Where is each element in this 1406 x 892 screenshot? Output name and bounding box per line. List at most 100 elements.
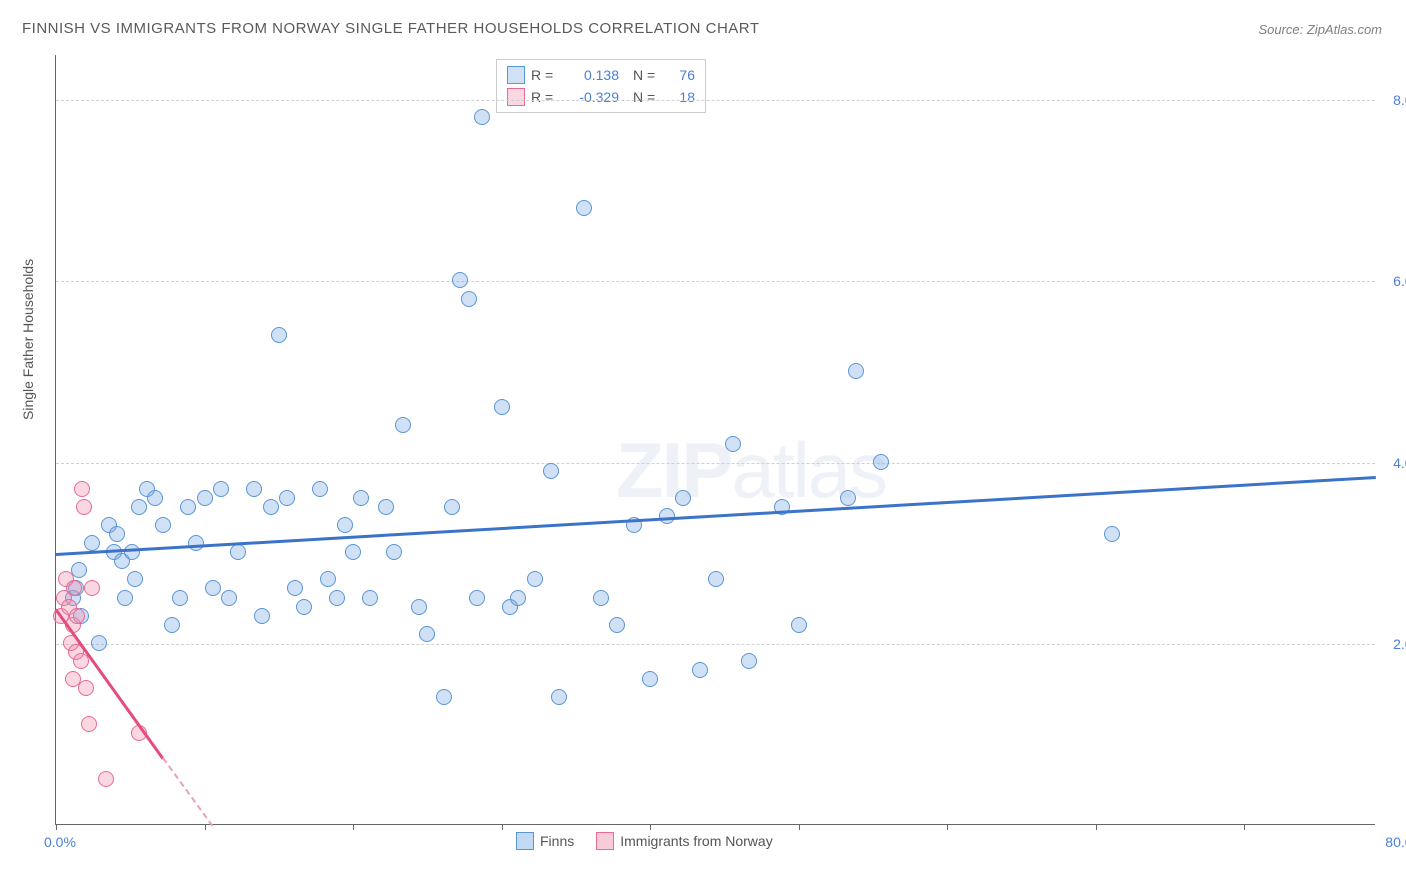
data-point xyxy=(180,499,196,515)
data-point xyxy=(172,590,188,606)
data-point xyxy=(527,571,543,587)
gridline xyxy=(56,463,1375,464)
data-point xyxy=(378,499,394,515)
correlation-legend: R =0.138N =76R =-0.329N =18 xyxy=(496,59,706,113)
data-point xyxy=(246,481,262,497)
data-point xyxy=(741,653,757,669)
legend-swatch xyxy=(507,66,525,84)
data-point xyxy=(362,590,378,606)
data-point xyxy=(91,635,107,651)
data-point xyxy=(494,399,510,415)
x-tick xyxy=(1096,824,1097,830)
data-point xyxy=(395,417,411,433)
y-tick-label: 8.0% xyxy=(1393,92,1406,108)
legend-series-label: Immigrants from Norway xyxy=(620,833,772,849)
data-point xyxy=(436,689,452,705)
data-point xyxy=(452,272,468,288)
data-point xyxy=(254,608,270,624)
data-point xyxy=(576,200,592,216)
n-label: N = xyxy=(633,64,661,86)
data-point xyxy=(205,580,221,596)
data-point xyxy=(543,463,559,479)
data-point xyxy=(271,327,287,343)
data-point xyxy=(117,590,133,606)
source-attribution: Source: ZipAtlas.com xyxy=(1258,22,1382,37)
data-point xyxy=(474,109,490,125)
x-axis-max-label: 80.0% xyxy=(1385,834,1406,850)
data-point xyxy=(725,436,741,452)
trend-line xyxy=(162,757,213,826)
data-point xyxy=(873,454,889,470)
data-point xyxy=(84,580,100,596)
data-point xyxy=(76,499,92,515)
x-tick xyxy=(56,824,57,830)
data-point xyxy=(337,517,353,533)
data-point xyxy=(296,599,312,615)
data-point xyxy=(659,508,675,524)
data-point xyxy=(461,291,477,307)
data-point xyxy=(312,481,328,497)
watermark-light: atlas xyxy=(731,426,886,514)
data-point xyxy=(411,599,427,615)
x-tick xyxy=(502,824,503,830)
x-tick xyxy=(353,824,354,830)
data-point xyxy=(419,626,435,642)
y-tick-label: 6.0% xyxy=(1393,273,1406,289)
data-point xyxy=(127,571,143,587)
legend-series-item: Immigrants from Norway xyxy=(596,832,772,850)
data-point xyxy=(345,544,361,560)
data-point xyxy=(320,571,336,587)
r-label: R = xyxy=(531,86,559,108)
data-point xyxy=(692,662,708,678)
data-point xyxy=(848,363,864,379)
x-tick xyxy=(947,824,948,830)
data-point xyxy=(444,499,460,515)
y-tick-label: 2.0% xyxy=(1393,636,1406,652)
data-point xyxy=(642,671,658,687)
data-point xyxy=(164,617,180,633)
r-value: 0.138 xyxy=(565,64,619,86)
data-point xyxy=(213,481,229,497)
data-point xyxy=(147,490,163,506)
data-point xyxy=(66,580,82,596)
data-point xyxy=(230,544,246,560)
r-value: -0.329 xyxy=(565,86,619,108)
x-tick xyxy=(650,824,651,830)
legend-swatch xyxy=(596,832,614,850)
data-point xyxy=(510,590,526,606)
chart-title: FINNISH VS IMMIGRANTS FROM NORWAY SINGLE… xyxy=(22,20,760,37)
data-point xyxy=(329,590,345,606)
y-axis-title: Single Father Households xyxy=(20,259,36,420)
data-point xyxy=(551,689,567,705)
data-point xyxy=(1104,526,1120,542)
data-point xyxy=(708,571,724,587)
legend-series-label: Finns xyxy=(540,833,574,849)
y-tick-label: 4.0% xyxy=(1393,455,1406,471)
gridline xyxy=(56,281,1375,282)
n-label: N = xyxy=(633,86,661,108)
data-point xyxy=(279,490,295,506)
data-point xyxy=(593,590,609,606)
data-point xyxy=(791,617,807,633)
data-point xyxy=(263,499,279,515)
data-point xyxy=(81,716,97,732)
data-point xyxy=(131,499,147,515)
data-point xyxy=(353,490,369,506)
data-point xyxy=(155,517,171,533)
legend-swatch xyxy=(507,88,525,106)
data-point xyxy=(840,490,856,506)
data-point xyxy=(609,617,625,633)
data-point xyxy=(124,544,140,560)
n-value: 18 xyxy=(667,86,695,108)
scatter-plot-area: ZIPatlas 0.0% 80.0% R =0.138N =76R =-0.3… xyxy=(55,55,1375,825)
data-point xyxy=(78,680,94,696)
x-tick xyxy=(205,824,206,830)
gridline xyxy=(56,100,1375,101)
legend-stat-row: R = -0.329 N = 18 xyxy=(507,86,695,108)
watermark-bold: ZIP xyxy=(616,426,731,514)
x-tick xyxy=(799,824,800,830)
data-point xyxy=(221,590,237,606)
data-point xyxy=(74,481,90,497)
gridline xyxy=(56,644,1375,645)
data-point xyxy=(386,544,402,560)
